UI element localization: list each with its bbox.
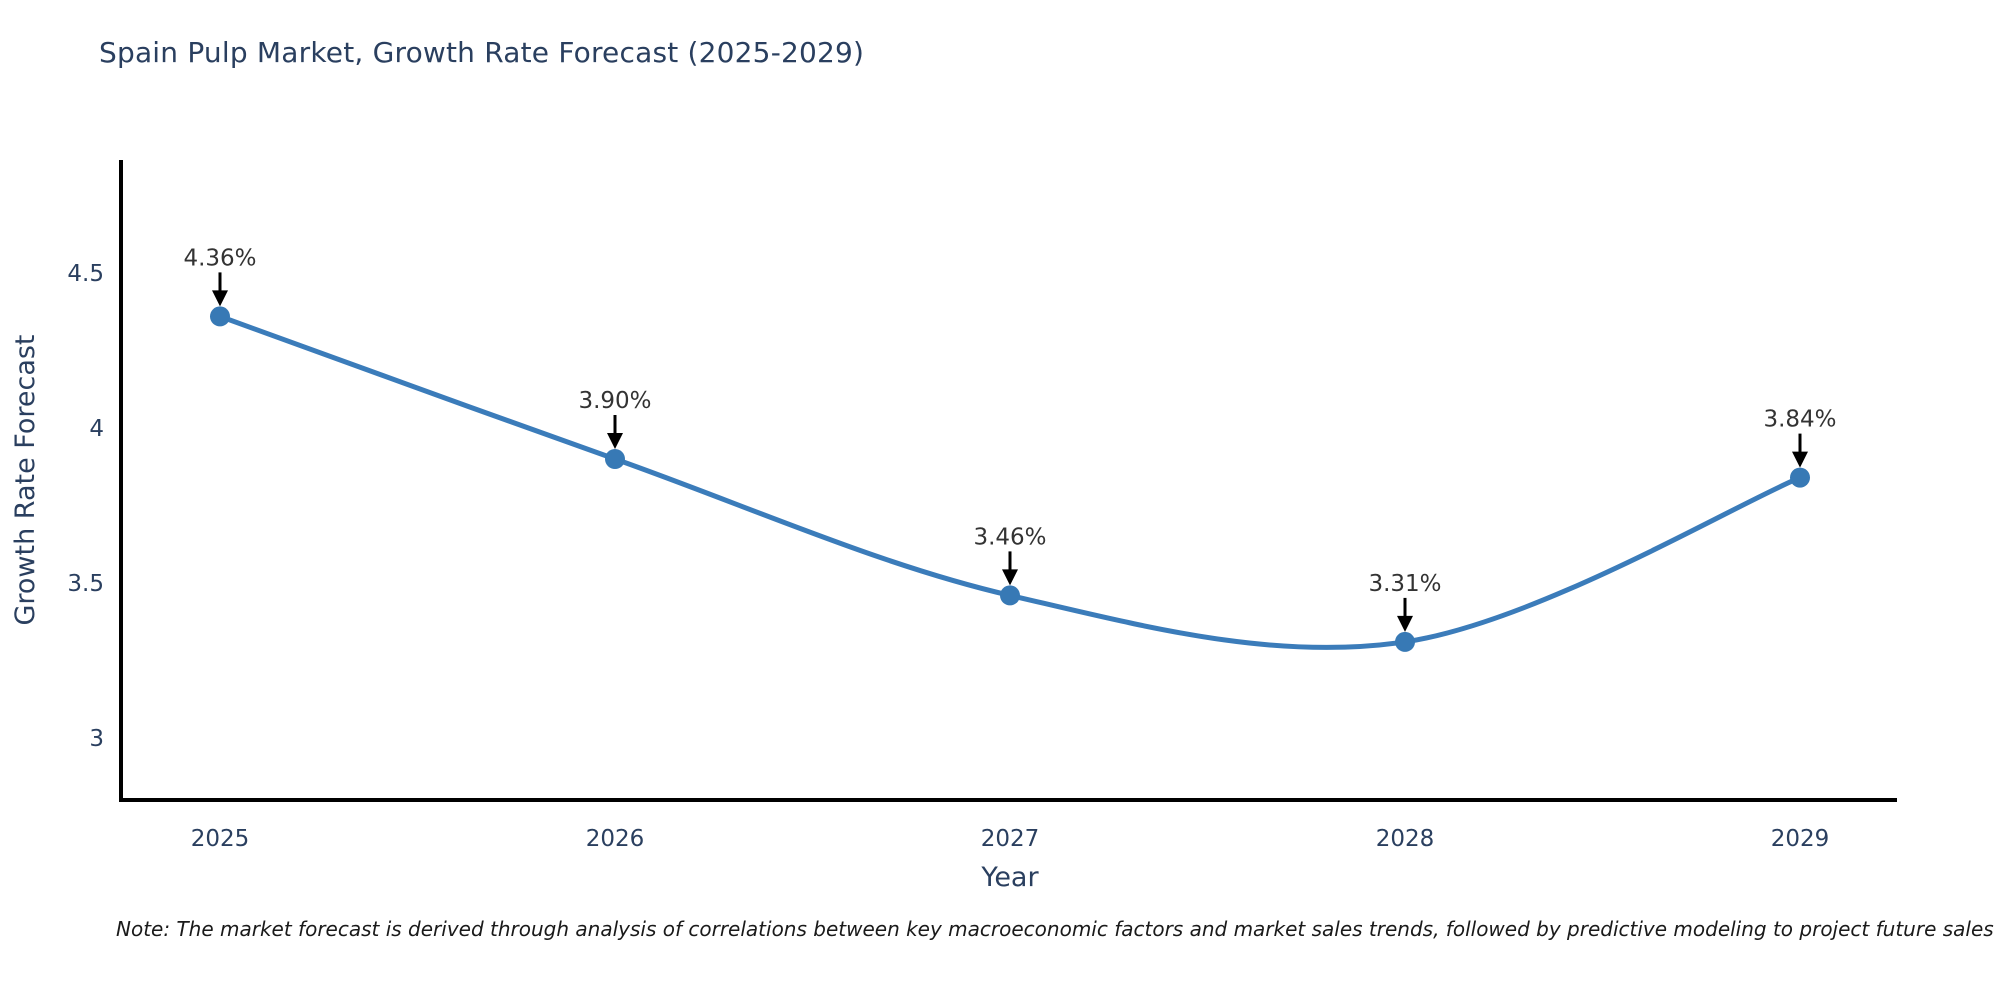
annotation-arrowhead xyxy=(212,290,228,307)
annotation-arrowhead xyxy=(1397,615,1413,632)
y-tick-label: 3 xyxy=(89,726,104,752)
y-tick-label: 4.5 xyxy=(67,261,104,287)
annotation-arrowhead xyxy=(1792,451,1808,468)
data-point-marker[interactable] xyxy=(1790,467,1810,488)
x-axis-title: Year xyxy=(980,862,1039,893)
y-tick-label: 4 xyxy=(89,416,104,442)
annotation-arrowhead xyxy=(607,433,623,449)
y-tick-label: 3.5 xyxy=(67,571,104,597)
annotation-label: 3.90% xyxy=(578,388,651,414)
chart-title: Spain Pulp Market, Growth Rate Forecast … xyxy=(99,36,865,69)
x-tick-label: 2027 xyxy=(981,826,1040,852)
data-point-marker[interactable] xyxy=(1395,631,1415,652)
x-tick-label: 2025 xyxy=(191,826,250,852)
annotation-label: 3.46% xyxy=(973,524,1046,550)
x-tick-label: 2029 xyxy=(1771,826,1830,852)
annotation-label: 4.36% xyxy=(183,245,256,271)
data-point-marker[interactable] xyxy=(210,306,230,327)
data-point-marker[interactable] xyxy=(605,449,625,469)
footnote: Note: The market forecast is derived thr… xyxy=(116,917,1994,941)
x-tick-label: 2028 xyxy=(1376,826,1435,852)
y-axis-title: Growth Rate Forecast xyxy=(10,334,41,625)
x-tick-label: 2026 xyxy=(586,826,645,852)
annotation-label: 3.84% xyxy=(1763,407,1836,433)
annotation-arrowhead xyxy=(1002,569,1018,586)
data-point-marker[interactable] xyxy=(1000,585,1020,606)
annotation-label: 3.31% xyxy=(1368,571,1441,597)
